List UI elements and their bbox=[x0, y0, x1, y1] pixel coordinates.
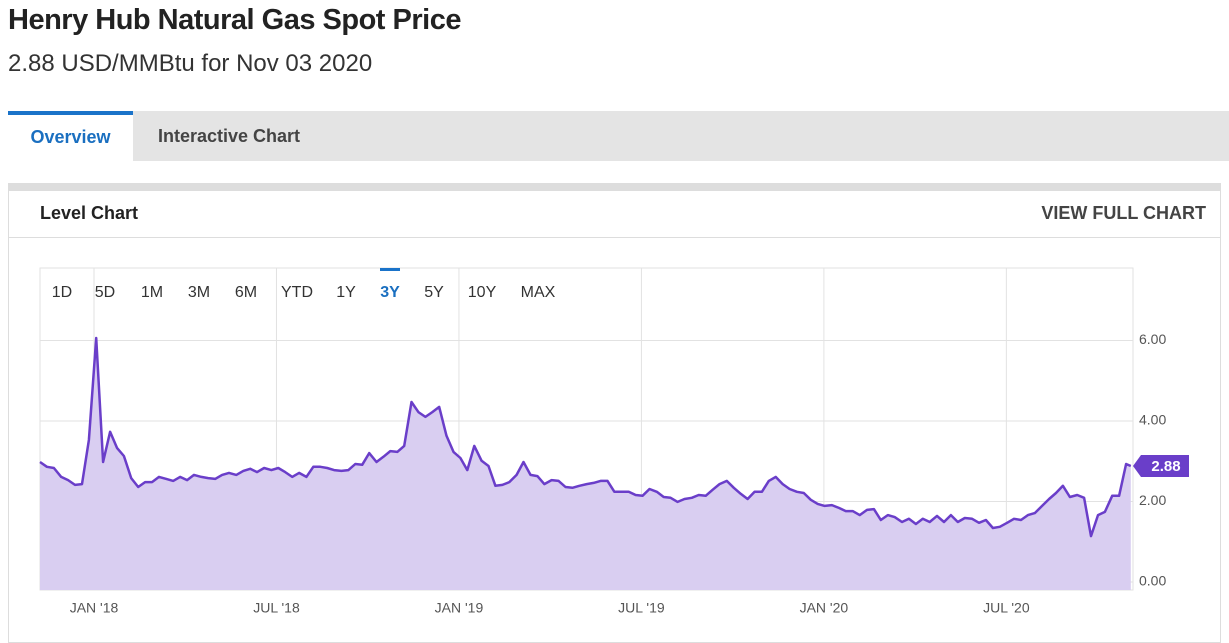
x-tick-label: JUL '20 bbox=[983, 600, 1030, 616]
tab-bar: Overview Interactive Chart bbox=[8, 111, 1229, 161]
tab[interactable]: Overview bbox=[8, 111, 133, 161]
range-button[interactable]: 1D bbox=[52, 284, 72, 301]
last-value-label: 2.88 bbox=[1151, 458, 1180, 475]
chart: 0.00 2.00 4.00 6.00 JAN '18 JUL '18 JAN '19 JUL… bbox=[39, 267, 1189, 616]
last-value-badge bbox=[1133, 455, 1189, 478]
price-line bbox=[39, 336, 1132, 538]
range-button[interactable]: YTD bbox=[281, 284, 313, 301]
range-button[interactable]: 5D bbox=[95, 284, 115, 301]
range-button[interactable]: 3Y bbox=[380, 284, 400, 301]
range-button[interactable]: MAX bbox=[521, 284, 556, 301]
page-title: Henry Hub Natural Gas Spot Price bbox=[8, 4, 461, 36]
y-tick-label: 6.00 bbox=[1139, 331, 1166, 347]
x-tick-label: JAN '20 bbox=[800, 600, 849, 616]
y-tick-label: 2.00 bbox=[1139, 492, 1166, 508]
page-subtitle: 2.88 USD/MMBtu for Nov 03 2020 bbox=[8, 50, 373, 77]
y-tick-label: 0.00 bbox=[1139, 573, 1166, 589]
x-tick-label: JUL '19 bbox=[618, 600, 665, 616]
range-button[interactable]: 6M bbox=[235, 284, 257, 301]
y-tick-label: 4.00 bbox=[1139, 412, 1166, 428]
x-tick-label: JAN '18 bbox=[70, 600, 119, 616]
x-tick-label: JUL '18 bbox=[253, 600, 300, 616]
range-button[interactable]: 1Y bbox=[336, 284, 356, 301]
tab[interactable]: Interactive Chart bbox=[158, 126, 301, 146]
range-button[interactable]: 3M bbox=[188, 284, 210, 301]
range-button[interactable]: 10Y bbox=[468, 284, 497, 301]
card-title: Level Chart bbox=[40, 203, 139, 223]
x-tick-label: JAN '19 bbox=[435, 600, 484, 616]
view-full-chart-link[interactable]: VIEW FULL CHART bbox=[1041, 203, 1206, 223]
range-button[interactable]: 1M bbox=[141, 284, 163, 301]
area-fill bbox=[40, 338, 1131, 590]
divider bbox=[9, 237, 1220, 238]
range-button[interactable]: 5Y bbox=[424, 284, 444, 301]
page: Henry Hub Natural Gas Spot Price 2.88 US… bbox=[8, 4, 1229, 643]
range-active-bar bbox=[380, 268, 400, 271]
